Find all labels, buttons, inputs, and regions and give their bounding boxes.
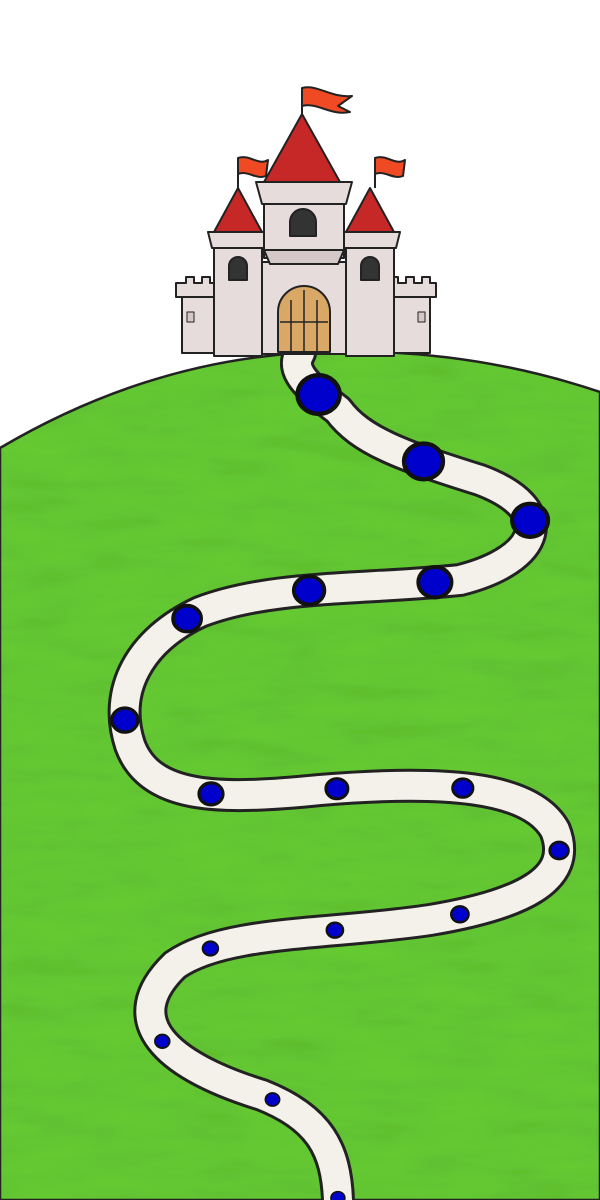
right-tower-roof [345,187,395,233]
level-node-14[interactable] [416,564,454,600]
level-node-12[interactable] [171,603,204,634]
level-node-16[interactable] [401,441,446,482]
flag-right [374,156,406,178]
winding-path [107,336,577,1200]
level-nodes [110,373,570,1200]
central-tower-roof [263,113,341,183]
level-node-3[interactable] [154,1033,171,1049]
castle-gate [277,285,331,353]
castle-central-tower [255,86,353,265]
level-node-13[interactable] [291,574,327,607]
level-node-9[interactable] [324,777,350,801]
level-node-2[interactable] [264,1092,281,1107]
level-node-4[interactable] [201,940,220,957]
castle-left-tower [207,156,269,357]
castle [175,86,437,357]
level-node-6[interactable] [449,905,470,924]
flag-left [237,156,269,178]
level-node-7[interactable] [548,840,570,861]
level-node-17[interactable] [295,373,342,417]
level-node-8[interactable] [451,777,475,799]
level-node-5[interactable] [325,921,345,939]
level-node-11[interactable] [110,706,140,734]
castle-right-tower [339,156,406,357]
flag-center [301,86,353,114]
level-node-1[interactable] [330,1190,346,1200]
left-tower-roof [213,187,263,233]
level-node-15[interactable] [510,501,551,539]
level-node-10[interactable] [197,781,225,807]
